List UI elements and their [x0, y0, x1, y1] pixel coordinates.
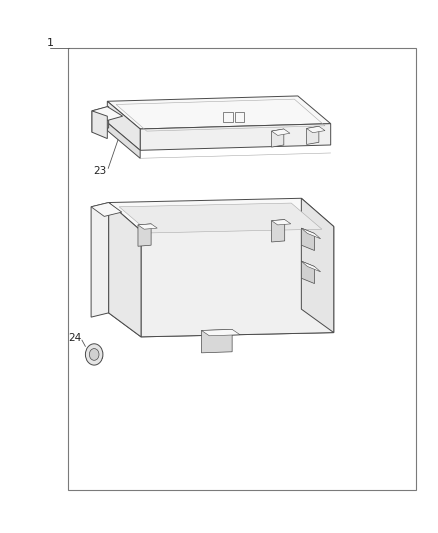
Polygon shape [92, 111, 107, 139]
Polygon shape [92, 107, 123, 120]
Polygon shape [201, 329, 232, 353]
Polygon shape [107, 123, 140, 158]
Polygon shape [301, 261, 321, 272]
Polygon shape [119, 203, 322, 233]
Polygon shape [301, 198, 334, 333]
Polygon shape [301, 261, 314, 284]
Polygon shape [272, 220, 291, 225]
Polygon shape [201, 329, 240, 336]
Polygon shape [140, 124, 331, 150]
Bar [68, 48, 416, 490]
Polygon shape [307, 126, 325, 133]
Circle shape [89, 349, 99, 360]
Circle shape [85, 344, 103, 365]
Text: 24: 24 [69, 334, 82, 343]
Text: 1: 1 [47, 38, 54, 47]
Text: 23: 23 [93, 166, 106, 175]
Polygon shape [109, 309, 334, 337]
Polygon shape [91, 203, 122, 216]
Polygon shape [138, 224, 151, 246]
Polygon shape [272, 220, 285, 242]
Polygon shape [109, 203, 141, 337]
Polygon shape [109, 198, 334, 231]
Polygon shape [272, 129, 290, 135]
Polygon shape [307, 126, 319, 144]
Polygon shape [141, 227, 334, 337]
Polygon shape [92, 107, 109, 132]
Polygon shape [107, 96, 331, 129]
Polygon shape [301, 228, 321, 239]
Polygon shape [138, 224, 157, 229]
Polygon shape [91, 203, 109, 317]
Polygon shape [272, 129, 284, 147]
Polygon shape [301, 228, 314, 251]
Polygon shape [107, 101, 140, 150]
